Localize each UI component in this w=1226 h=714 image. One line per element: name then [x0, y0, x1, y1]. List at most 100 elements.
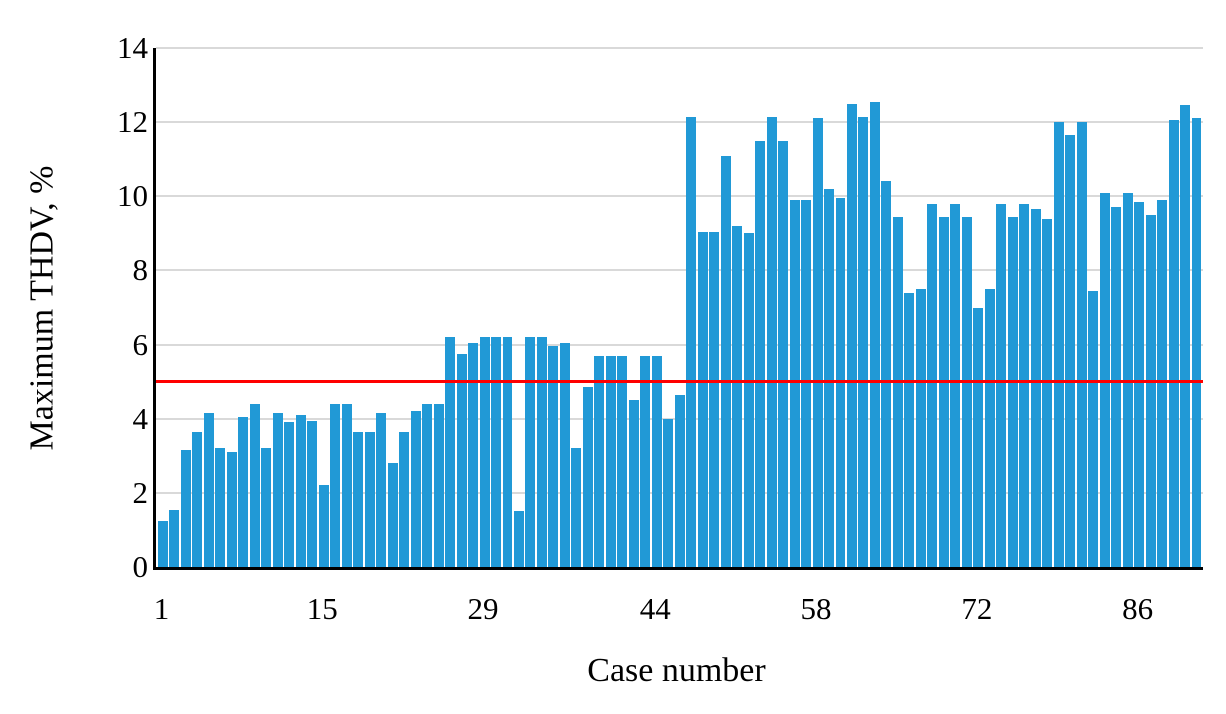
bar-case-34 — [536, 337, 547, 567]
bar-case-50 — [720, 155, 731, 567]
bar-case-90 — [1180, 105, 1190, 567]
x-axis-title: Case number — [587, 652, 766, 689]
bar-case-30 — [491, 337, 501, 567]
bar-case-12 — [284, 422, 295, 567]
bar-case-13 — [295, 415, 306, 567]
bar-case-37 — [571, 448, 582, 567]
bar-case-39 — [594, 355, 605, 567]
bar-case-84 — [1111, 207, 1122, 567]
bar-case-27 — [456, 353, 467, 567]
x-tick-label-58: 58 — [800, 591, 832, 626]
bar-case-77 — [1030, 209, 1041, 567]
bar-case-54 — [766, 116, 777, 567]
bar-case-86 — [1134, 201, 1145, 567]
bar-case-62 — [858, 116, 869, 567]
bar-case-42 — [628, 400, 639, 567]
bar-case-75 — [1007, 216, 1018, 567]
bar-case-74 — [996, 203, 1007, 567]
bar-case-3 — [180, 450, 191, 567]
bar-case-21 — [387, 463, 398, 567]
x-tick-label-72: 72 — [961, 591, 993, 626]
x-tick-label-15: 15 — [306, 591, 338, 626]
y-tick-label-0: 0 — [132, 549, 149, 584]
bar-case-68 — [927, 203, 938, 567]
bar-case-85 — [1122, 192, 1133, 567]
bar-case-73 — [984, 288, 995, 567]
bar-case-29 — [479, 337, 490, 567]
x-tick-label-86: 86 — [1122, 591, 1154, 626]
y-tick-label-8: 8 — [132, 252, 149, 288]
bar-case-82 — [1088, 290, 1099, 567]
bar-case-71 — [961, 216, 972, 567]
bar-case-26 — [445, 337, 456, 567]
x-tick-label-44: 44 — [639, 591, 671, 626]
bar-case-44 — [651, 355, 662, 567]
bar-case-89 — [1168, 120, 1179, 567]
bar-case-49 — [709, 231, 720, 567]
bar-case-14 — [307, 420, 318, 567]
x-tick-label-1: 1 — [153, 591, 170, 626]
bar-case-79 — [1053, 122, 1064, 567]
y-tick-label-12: 12 — [117, 104, 148, 140]
x-tick-label-29: 29 — [467, 591, 499, 626]
bar-case-38 — [582, 387, 593, 567]
y-tick-label-10: 10 — [117, 178, 148, 214]
bar-case-72 — [973, 307, 984, 567]
bar-case-61 — [847, 103, 857, 567]
bar-case-25 — [433, 403, 444, 567]
gridline-y8 — [156, 269, 1203, 272]
bar-case-63 — [869, 101, 880, 567]
bar-case-36 — [559, 342, 570, 567]
bar-case-6 — [215, 448, 226, 567]
y-tick-label-2: 2 — [132, 474, 149, 510]
bar-case-66 — [904, 292, 915, 567]
bar-case-67 — [915, 288, 926, 567]
bar-case-23 — [410, 411, 421, 567]
bar-case-16 — [330, 403, 341, 567]
bar-case-55 — [778, 140, 789, 567]
y-tick-label-4: 4 — [132, 400, 149, 436]
bar-case-40 — [605, 355, 616, 567]
bar-case-8 — [238, 416, 249, 567]
bar-case-87 — [1145, 214, 1156, 567]
bar-case-4 — [192, 431, 203, 567]
bar-case-83 — [1099, 192, 1110, 567]
bar-case-2 — [169, 509, 180, 567]
bar-case-59 — [824, 188, 834, 567]
bar-case-1 — [158, 520, 168, 567]
bar-case-76 — [1019, 203, 1030, 567]
bar-case-15 — [318, 485, 329, 567]
bar-case-46 — [674, 394, 685, 567]
gridline-y12 — [156, 121, 1203, 124]
bar-case-45 — [663, 418, 674, 567]
bar-case-17 — [341, 403, 352, 567]
bar-case-70 — [950, 203, 961, 567]
bar-case-91 — [1191, 118, 1202, 567]
bar-case-69 — [938, 216, 949, 567]
bar-case-51 — [732, 225, 743, 567]
plot-area — [153, 47, 1203, 570]
bar-case-28 — [468, 342, 479, 567]
y-tick-label-6: 6 — [132, 326, 149, 362]
bar-case-41 — [617, 355, 628, 567]
bar-case-58 — [812, 118, 823, 567]
bar-case-10 — [261, 448, 272, 567]
bar-case-56 — [789, 200, 800, 567]
gridline-y10 — [156, 195, 1203, 198]
bar-case-80 — [1065, 135, 1076, 567]
bar-case-52 — [743, 233, 754, 567]
bar-case-31 — [502, 337, 513, 567]
bar-case-78 — [1042, 218, 1053, 567]
bar-case-81 — [1076, 122, 1087, 567]
y-tick-label-14: 14 — [117, 30, 148, 65]
bar-case-20 — [376, 413, 387, 567]
bar-case-65 — [892, 216, 903, 567]
bar-case-57 — [801, 200, 812, 567]
bar-case-32 — [513, 511, 524, 567]
threshold-line-5pct — [156, 380, 1203, 384]
gridline-y14 — [156, 47, 1203, 49]
bar-case-22 — [399, 431, 410, 567]
bar-case-24 — [422, 403, 433, 567]
bar-case-5 — [203, 413, 214, 567]
bar-case-43 — [640, 355, 651, 567]
